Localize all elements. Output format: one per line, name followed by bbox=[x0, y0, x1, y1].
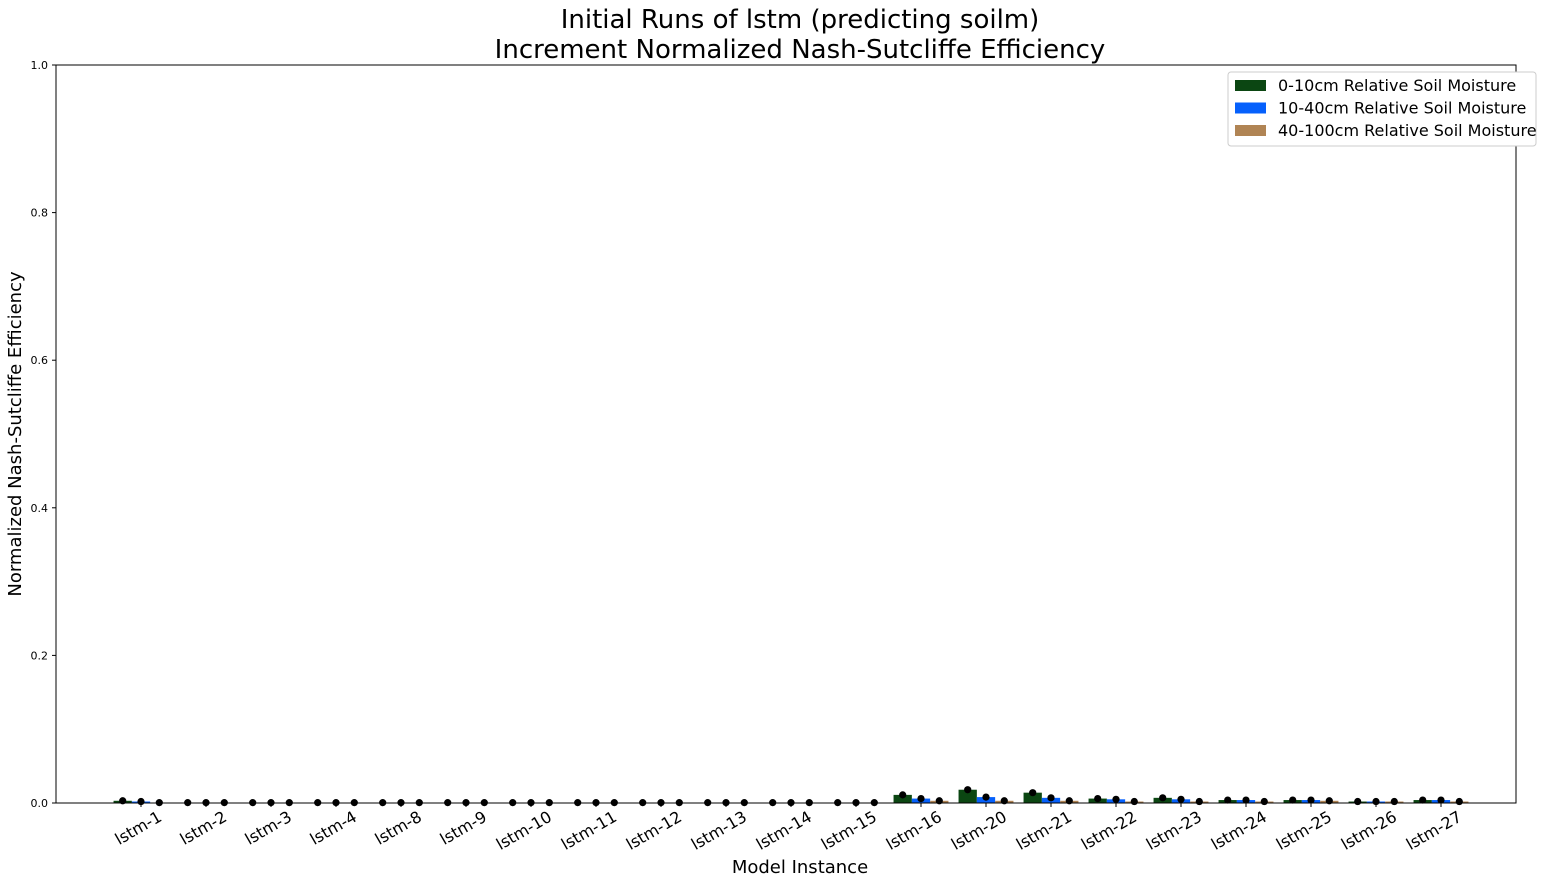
point-2-lstm-23 bbox=[1177, 795, 1185, 803]
point-1-lstm-26 bbox=[1354, 797, 1362, 806]
bar-1-lstm-21 bbox=[1023, 792, 1042, 803]
point-2-lstm-25 bbox=[1307, 796, 1315, 804]
y-tick-label: 0.0 bbox=[31, 797, 49, 810]
point-2-lstm-16 bbox=[917, 794, 925, 803]
point-3-lstm-27 bbox=[1455, 797, 1463, 806]
point-1-lstm-25 bbox=[1289, 796, 1297, 804]
point-3-lstm-26 bbox=[1390, 797, 1398, 806]
point-1-lstm-20 bbox=[964, 786, 972, 794]
point-2-lstm-24 bbox=[1242, 796, 1250, 804]
legend-swatch-1 bbox=[1235, 80, 1266, 91]
y-tick-label: 0.6 bbox=[31, 354, 49, 367]
legend: 0-10cm Relative Soil Moisture 10-40cm Rel… bbox=[1227, 71, 1537, 147]
legend-swatch-3 bbox=[1235, 125, 1266, 136]
point-1-lstm-21 bbox=[1029, 789, 1037, 797]
point-2-lstm-20 bbox=[982, 793, 990, 801]
legend-label-1: 0-10cm Relative Soil Moisture bbox=[1278, 76, 1516, 95]
point-1-lstm-23 bbox=[1159, 794, 1167, 802]
point-2-lstm-27 bbox=[1437, 796, 1445, 804]
point-3-lstm-22 bbox=[1130, 797, 1138, 806]
legend-swatch-2 bbox=[1235, 102, 1266, 114]
y-axis: 0.0 0.2 0.4 0.6 0.8 1.0 bbox=[31, 59, 56, 810]
point-2-lstm-22 bbox=[1112, 795, 1120, 803]
chart-title-line2: Increment Normalized Nash-Sutcliffe Effi… bbox=[495, 35, 1106, 65]
point-1-lstm-16 bbox=[899, 791, 907, 799]
plot-area bbox=[55, 64, 1517, 807]
y-tick-label: 0.2 bbox=[31, 649, 49, 662]
y-tick-label: 0.4 bbox=[31, 502, 49, 515]
point-3-lstm-24 bbox=[1260, 797, 1268, 806]
plot-frame bbox=[55, 64, 1517, 804]
y-tick-label: 1.0 bbox=[31, 59, 49, 72]
y-tick-label: 0.8 bbox=[31, 207, 49, 220]
point-3-lstm-23 bbox=[1195, 797, 1203, 806]
x-axis-label: Model Instance bbox=[732, 857, 868, 878]
legend-box bbox=[1227, 71, 1537, 147]
point-1-lstm-24 bbox=[1224, 796, 1232, 804]
bar-1-lstm-16 bbox=[893, 794, 912, 803]
y-axis-label: Normalized Nash-Sutcliffe Efficiency bbox=[5, 271, 26, 597]
point-1-lstm-27 bbox=[1419, 796, 1427, 804]
legend-label-2: 10-40cm Relative Soil Moisture bbox=[1278, 99, 1526, 118]
chart-title-line1: Initial Runs of lstm (predicting soilm) bbox=[561, 5, 1040, 35]
legend-label-3: 40-100cm Relative Soil Moisture bbox=[1278, 121, 1537, 140]
bar-1-lstm-20 bbox=[958, 789, 977, 803]
point-2-lstm-21 bbox=[1047, 794, 1055, 802]
point-1-lstm-22 bbox=[1094, 794, 1102, 803]
